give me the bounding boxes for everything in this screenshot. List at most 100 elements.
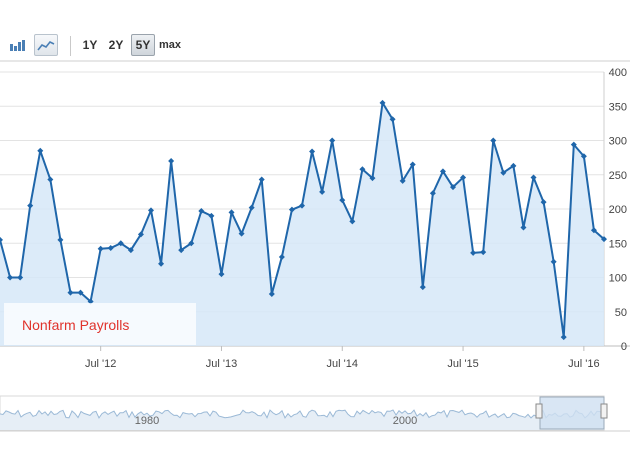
range-max-button[interactable]: max [158, 39, 182, 51]
data-point[interactable] [188, 240, 195, 247]
x-tick-label: Jul '15 [447, 358, 478, 370]
data-point[interactable] [87, 298, 94, 305]
data-point[interactable] [288, 206, 295, 213]
data-point[interactable] [127, 247, 134, 254]
data-point[interactable] [77, 289, 84, 296]
line-chart-icon[interactable] [34, 34, 58, 56]
data-point[interactable] [389, 116, 396, 123]
data-point[interactable] [359, 166, 366, 173]
y-tick-label: 50 [615, 307, 627, 319]
chart-toolbar: 1Y 2Y 5Y max [0, 0, 630, 60]
data-point[interactable] [399, 177, 406, 184]
y-tick-label: 0 [621, 341, 627, 353]
y-tick-label: 250 [609, 170, 627, 182]
x-axis: Jul '12 Jul '13 Jul '14 Jul '15 Jul '16 [85, 346, 600, 370]
range-1y-button[interactable]: 1Y [82, 38, 98, 52]
data-point[interactable] [520, 224, 527, 231]
y-tick-label: 200 [609, 204, 627, 216]
y-tick-label: 400 [609, 67, 627, 79]
data-point[interactable] [37, 147, 44, 154]
data-point[interactable] [480, 249, 487, 256]
data-point[interactable] [570, 141, 577, 148]
data-point[interactable] [248, 204, 255, 211]
range-2y-button[interactable]: 2Y [108, 38, 124, 52]
x-tick-label: Jul '16 [568, 358, 599, 370]
navigator-handle-left[interactable] [535, 403, 543, 419]
data-point[interactable] [319, 188, 326, 195]
data-point[interactable] [218, 271, 225, 278]
navigator-label: 2000 [393, 415, 417, 427]
series-markers [0, 99, 607, 341]
line-chart-icon-glyph [37, 40, 55, 51]
data-point[interactable] [178, 247, 185, 254]
data-point[interactable] [510, 162, 517, 169]
data-point[interactable] [168, 158, 175, 165]
data-point[interactable] [530, 174, 537, 181]
data-point[interactable] [580, 153, 587, 160]
data-point[interactable] [379, 99, 386, 106]
data-point[interactable] [7, 274, 14, 281]
data-point[interactable] [409, 161, 416, 168]
x-tick-label: Jul '12 [85, 358, 116, 370]
data-point[interactable] [258, 176, 265, 183]
data-point[interactable] [299, 202, 305, 209]
data-point[interactable] [137, 231, 144, 238]
y-tick-label: 300 [609, 136, 627, 148]
data-point[interactable] [97, 245, 104, 252]
data-point[interactable] [238, 230, 245, 237]
data-point[interactable] [0, 236, 3, 243]
data-point[interactable] [540, 199, 547, 206]
data-point[interactable] [27, 202, 34, 209]
bar-chart-icon-glyph [10, 40, 25, 51]
data-point[interactable] [228, 209, 235, 216]
data-point[interactable] [550, 258, 557, 265]
range-5y-button[interactable]: 5Y [131, 34, 155, 56]
data-point[interactable] [490, 137, 497, 144]
x-tick-label: Jul '13 [206, 358, 237, 370]
data-point[interactable] [349, 218, 356, 225]
data-point[interactable] [57, 236, 64, 243]
data-point[interactable] [601, 236, 607, 243]
y-tick-label: 100 [609, 273, 627, 285]
data-point[interactable] [450, 184, 456, 191]
toolbar-divider [70, 36, 71, 56]
data-point[interactable] [17, 274, 24, 281]
data-point[interactable] [369, 175, 376, 182]
data-point[interactable] [278, 253, 285, 260]
navigator-line [0, 409, 604, 419]
y-axis: 0 50 100 150 200 250 300 350 400 [609, 67, 627, 353]
data-point[interactable] [67, 289, 74, 296]
x-tick-label: Jul '14 [327, 358, 358, 370]
navigator-label: 1980 [135, 415, 159, 427]
navigator[interactable]: 1980 2000 [0, 395, 630, 432]
data-point[interactable] [470, 249, 477, 256]
data-point[interactable] [419, 284, 426, 291]
chart-label: Nonfarm Payrolls [22, 317, 130, 333]
data-point[interactable] [208, 212, 215, 219]
data-point[interactable] [107, 245, 114, 252]
navigator-selection[interactable] [539, 396, 605, 430]
data-point[interactable] [439, 168, 446, 175]
data-point[interactable] [500, 169, 507, 176]
data-point[interactable] [560, 334, 567, 341]
navigator-handle-right[interactable] [600, 403, 608, 419]
data-point[interactable] [198, 208, 205, 215]
data-point[interactable] [47, 176, 54, 183]
data-point[interactable] [309, 148, 316, 155]
data-point[interactable] [339, 197, 346, 204]
series-area [0, 102, 604, 346]
data-point[interactable] [429, 190, 436, 197]
data-point[interactable] [460, 174, 467, 181]
data-point[interactable] [329, 137, 336, 144]
navigator-area [0, 410, 604, 430]
y-tick-label: 150 [609, 238, 627, 250]
y-tick-label: 350 [609, 101, 627, 113]
data-point[interactable] [148, 207, 154, 214]
data-point[interactable] [117, 240, 124, 247]
data-point[interactable] [158, 260, 165, 267]
data-point[interactable] [268, 290, 275, 297]
data-point[interactable] [590, 227, 597, 234]
bar-chart-icon[interactable] [6, 34, 30, 56]
chart-label-box [4, 303, 196, 345]
